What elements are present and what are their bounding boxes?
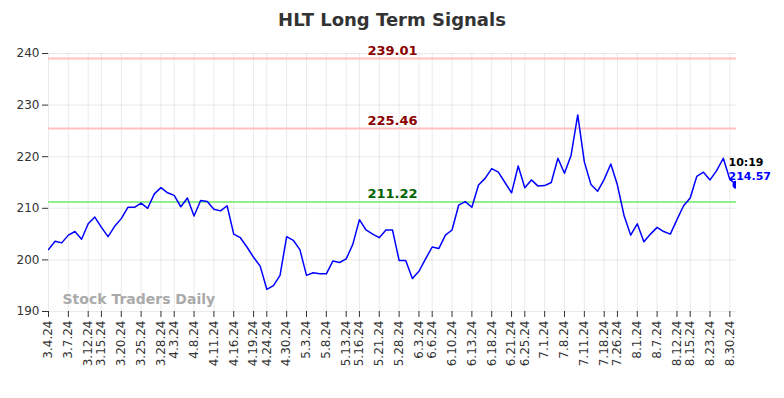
svg-text:6.10.24: 6.10.24 xyxy=(445,321,459,367)
svg-text:239.01: 239.01 xyxy=(367,43,417,58)
svg-text:214.57: 214.57 xyxy=(729,170,771,183)
svg-text:5.21.24: 5.21.24 xyxy=(372,321,386,367)
svg-text:8.1.24: 8.1.24 xyxy=(630,321,644,359)
svg-text:4.3.24: 4.3.24 xyxy=(167,321,181,359)
svg-text:4.11.24: 4.11.24 xyxy=(207,321,221,367)
svg-text:5.16.24: 5.16.24 xyxy=(352,321,366,367)
svg-text:220: 220 xyxy=(17,150,40,164)
svg-text:3.15.24: 3.15.24 xyxy=(94,321,108,367)
svg-text:5.13.24: 5.13.24 xyxy=(339,321,353,367)
svg-text:4.30.24: 4.30.24 xyxy=(279,321,293,367)
svg-text:3.25.24: 3.25.24 xyxy=(134,321,148,367)
svg-text:230: 230 xyxy=(17,98,40,112)
svg-text:4.16.24: 4.16.24 xyxy=(227,321,241,367)
svg-text:190: 190 xyxy=(17,304,40,318)
svg-text:4.8.24: 4.8.24 xyxy=(187,321,201,359)
svg-text:3.28.24: 3.28.24 xyxy=(154,321,168,367)
svg-text:4.24.24: 4.24.24 xyxy=(260,321,274,367)
svg-text:7.11.24: 7.11.24 xyxy=(577,321,591,367)
svg-text:211.22: 211.22 xyxy=(367,186,417,201)
svg-text:8.30.24: 8.30.24 xyxy=(723,321,737,367)
svg-text:6.18.24: 6.18.24 xyxy=(485,321,499,367)
svg-text:240: 240 xyxy=(17,46,40,60)
svg-text:3.20.24: 3.20.24 xyxy=(114,321,128,367)
svg-text:Stock Traders Daily: Stock Traders Daily xyxy=(63,291,216,307)
svg-text:8.23.24: 8.23.24 xyxy=(703,321,717,367)
svg-text:6.6.24: 6.6.24 xyxy=(425,321,439,359)
svg-text:8.7.24: 8.7.24 xyxy=(650,321,664,359)
svg-text:6.21.24: 6.21.24 xyxy=(504,321,518,367)
svg-text:6.25.24: 6.25.24 xyxy=(518,321,532,367)
svg-text:225.46: 225.46 xyxy=(367,113,417,128)
svg-text:7.8.24: 7.8.24 xyxy=(557,321,571,359)
svg-text:3.4.24: 3.4.24 xyxy=(41,321,55,359)
html-text:HLT Long Term Signals: HLT Long Term Signals xyxy=(278,9,506,30)
svg-text:6.3.24: 6.3.24 xyxy=(412,321,426,359)
svg-text:200: 200 xyxy=(17,253,40,267)
svg-text:7.18.24: 7.18.24 xyxy=(597,321,611,367)
svg-text:7.1.24: 7.1.24 xyxy=(537,321,551,359)
svg-text:8.12.24: 8.12.24 xyxy=(670,321,684,367)
svg-text:6.13.24: 6.13.24 xyxy=(465,321,479,367)
svg-text:5.8.24: 5.8.24 xyxy=(319,321,333,359)
svg-text:3.12.24: 3.12.24 xyxy=(81,321,95,367)
svg-text:210: 210 xyxy=(17,201,40,215)
svg-text:8.15.24: 8.15.24 xyxy=(683,321,697,367)
svg-text:4.19.24: 4.19.24 xyxy=(246,321,260,367)
svg-text:3.7.24: 3.7.24 xyxy=(61,321,75,359)
svg-text:7.26.24: 7.26.24 xyxy=(610,321,624,367)
svg-text:5.28.24: 5.28.24 xyxy=(392,321,406,367)
svg-text:10:19: 10:19 xyxy=(729,156,764,169)
svg-text:5.3.24: 5.3.24 xyxy=(299,321,313,359)
